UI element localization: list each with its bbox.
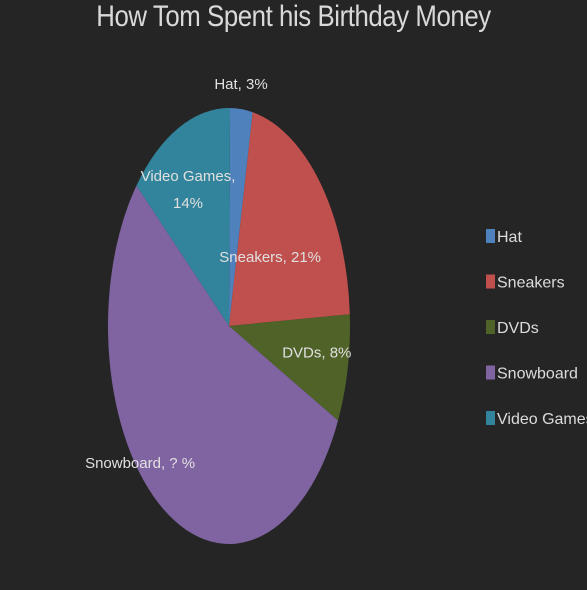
chart-title: How Tom Spent his Birthday Money (96, 0, 491, 33)
pie-slice-video-games (136, 108, 231, 327)
pie-slice-dvds (229, 314, 350, 421)
pie-slice-snowboard (107, 185, 339, 544)
data-label-sneakers: Sneakers, 21% (219, 249, 321, 266)
legend-swatch-snowboard (486, 365, 495, 380)
legend-swatch-video-games (486, 411, 495, 425)
data-label-dvds: DVDs, 8% (282, 345, 351, 362)
legend-label-snowboard: Snowboard (497, 366, 578, 383)
data-label-video-games: Video Games, 14% (141, 168, 236, 212)
legend-label-video-games: Video Games (497, 411, 587, 428)
legend-label-hat: Hat (497, 229, 522, 246)
pie-slice-sneakers (229, 112, 350, 326)
legend-label-sneakers: Sneakers (497, 275, 565, 292)
pie-slice-hat (229, 108, 253, 326)
legend-swatch-dvds (486, 320, 495, 334)
data-label-snowboard: Snowboard, ? % (85, 455, 195, 472)
legend-swatch-hat (486, 229, 495, 243)
legend-swatch-sneakers (486, 274, 495, 289)
data-label-hat: Hat, 3% (214, 76, 267, 93)
legend-label-dvds: DVDs (497, 320, 539, 337)
